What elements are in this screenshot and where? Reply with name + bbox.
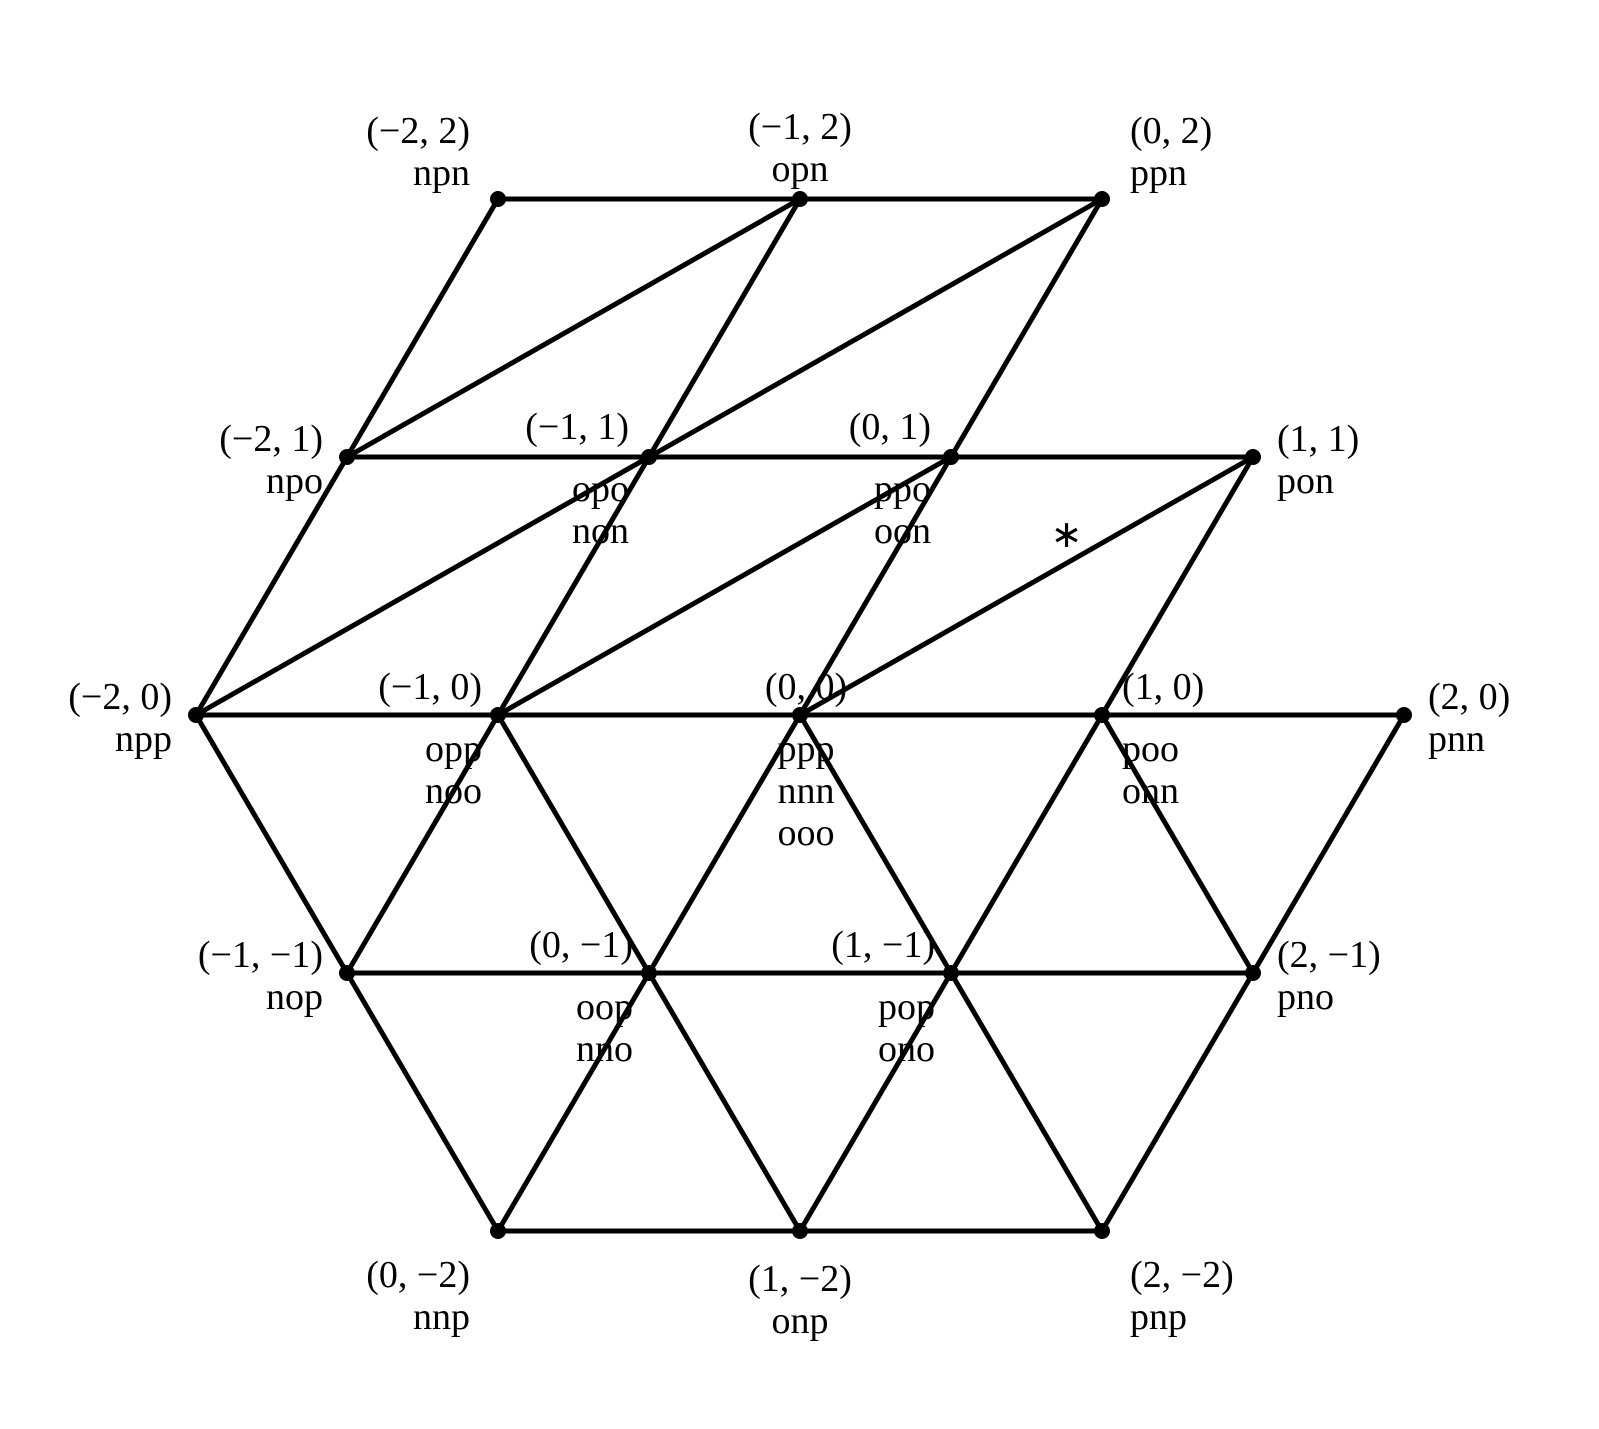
node-states: oponon <box>572 468 629 552</box>
edge <box>347 973 498 1231</box>
node-states: popono <box>878 986 935 1070</box>
node-label: (−1, 2)opn <box>748 106 852 190</box>
node-dot <box>339 449 355 465</box>
node-dot <box>1094 191 1110 207</box>
node-label: (1, −2)onp <box>748 1258 852 1342</box>
node-label: (0, 2)ppn <box>1130 110 1212 194</box>
node-coord: (0, 0) <box>765 666 847 708</box>
labels: (−2, 2)npn (−1, 2)opn (0, 2)ppn (−2, 1)npo (… <box>68 106 1510 1342</box>
node-label: (−2, 0)npp <box>68 676 172 760</box>
node-label: (2, −2)pnp <box>1130 1254 1234 1338</box>
edge <box>649 199 800 457</box>
hexagon-lattice-diagram: (−2, 2)npn (−1, 2)opn (0, 2)ppn (−2, 1)npo (… <box>0 0 1599 1429</box>
node-dot <box>792 1223 808 1239</box>
edge <box>649 973 800 1231</box>
node-dot <box>943 965 959 981</box>
node-dot <box>792 191 808 207</box>
node-label: (−2, 2)npn <box>366 110 470 194</box>
node-coord: (−1, 0) <box>378 666 482 708</box>
node-coord: (1, −1) <box>831 924 935 966</box>
edge <box>951 715 1102 973</box>
edge <box>347 199 498 457</box>
node-dot <box>943 449 959 465</box>
node-dot <box>792 707 808 723</box>
node-coord: (0, 1) <box>849 406 931 448</box>
node-states: oopnno <box>576 986 633 1070</box>
node-states: ppooon <box>874 468 931 552</box>
edge <box>951 199 1102 457</box>
node-dot <box>1396 707 1412 723</box>
node-dot <box>339 965 355 981</box>
node-dot <box>188 707 204 723</box>
node-dot <box>1245 449 1261 465</box>
node-label: (−1, −1)nop <box>198 934 323 1018</box>
node-states: pppnnnooo <box>778 728 835 854</box>
node-label: (2, −1)pno <box>1277 934 1381 1018</box>
node-coord: (−1, 1) <box>525 406 629 448</box>
node-coord: (0, −1) <box>529 924 633 966</box>
edge <box>951 973 1102 1231</box>
node-dot <box>641 965 657 981</box>
node-dot <box>1245 965 1261 981</box>
node-coord: (1, 0) <box>1122 666 1204 708</box>
node-dot <box>490 707 506 723</box>
node-dot <box>490 191 506 207</box>
edge <box>1102 973 1253 1231</box>
node-label: (1, 1)pon <box>1277 418 1359 502</box>
node-label: (2, 0)pnn <box>1428 676 1510 760</box>
node-dot <box>1094 1223 1110 1239</box>
node-dot <box>641 449 657 465</box>
node-label: (−2, 1)npo <box>219 418 323 502</box>
node-states: pooonn <box>1122 728 1179 812</box>
node-dot <box>1094 707 1110 723</box>
marker-asterisk: ∗ <box>1051 514 1083 556</box>
node-states: oppnoo <box>425 728 482 812</box>
node-label: (0, −2)nnp <box>366 1254 470 1338</box>
node-dot <box>490 1223 506 1239</box>
